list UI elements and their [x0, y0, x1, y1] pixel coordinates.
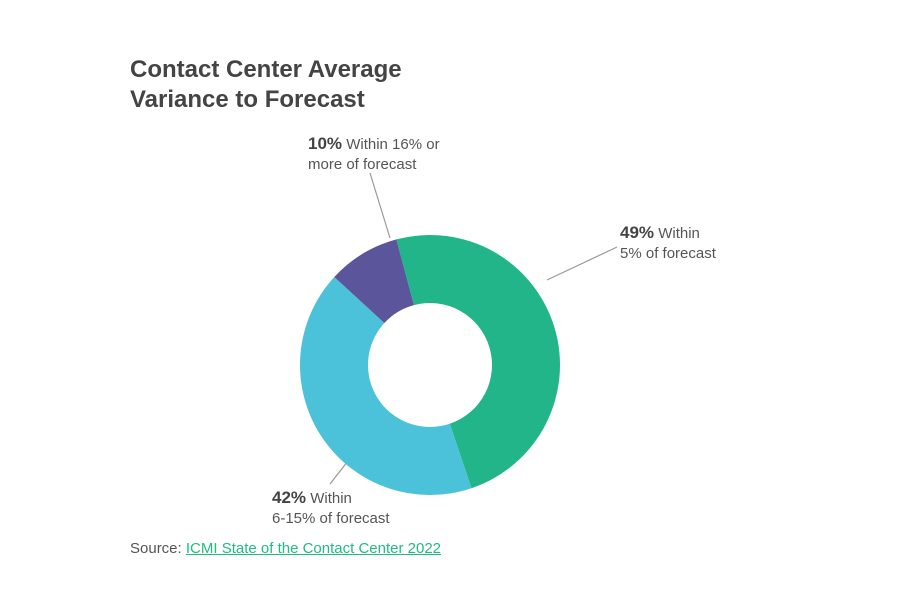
chart-container: Contact Center Average Variance to Forec… — [0, 0, 900, 594]
donut-chart — [270, 205, 590, 525]
donut-svg — [270, 205, 590, 525]
source-line: Source: ICMI State of the Contact Center… — [130, 540, 441, 557]
source-prefix: Source: — [130, 540, 186, 557]
source-link[interactable]: ICMI State of the Contact Center 2022 — [186, 540, 441, 557]
